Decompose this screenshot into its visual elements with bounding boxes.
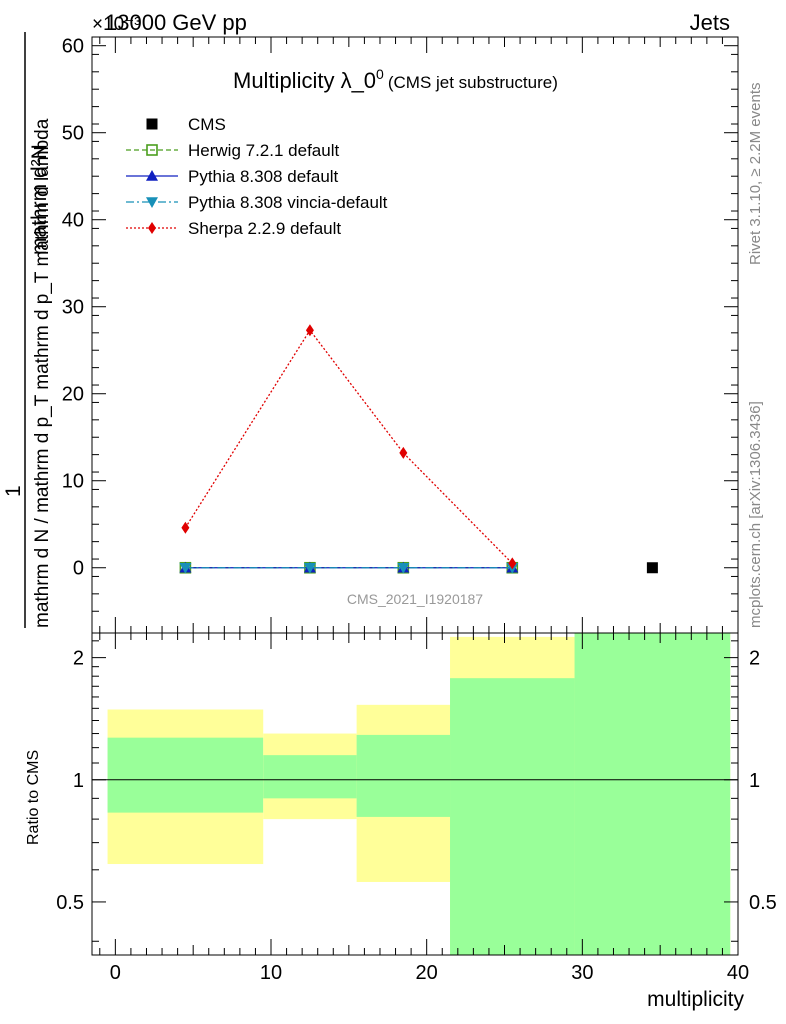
ratio-ytick-label-right: 1 bbox=[749, 770, 760, 792]
legend-entry: Pythia 8.308 vincia-default bbox=[126, 193, 388, 212]
legend-label: Herwig 7.2.1 default bbox=[188, 141, 339, 160]
ratio-frame bbox=[91, 632, 739, 956]
plot-title-main: Multiplicity λ_0 bbox=[233, 68, 376, 93]
header-energy: 13000 GeV pp bbox=[105, 10, 247, 35]
plot-title: Multiplicity λ_00 (CMS jet substructure) bbox=[233, 66, 558, 93]
ratio-plot-panel: 0.5 0.51 12 20 10 20 30 40 Ratio to CMS multipl… bbox=[25, 632, 777, 1011]
ratio-band-green bbox=[574, 633, 731, 955]
main-ytick-label: 10 bbox=[62, 471, 84, 493]
series-line bbox=[184, 329, 513, 564]
ratio-band-green bbox=[107, 737, 264, 813]
ratio-band-green bbox=[356, 734, 451, 817]
main-ytick-label: 30 bbox=[62, 297, 84, 319]
ylabel-numerator: mathrm d²N bbox=[28, 144, 51, 255]
data-point bbox=[646, 562, 658, 574]
legend-label: Pythia 8.308 vincia-default bbox=[188, 193, 388, 212]
legend: CMS Herwig 7.2.1 default Pythia 8.308 defa… bbox=[126, 115, 388, 238]
main-ytick-label: 20 bbox=[62, 384, 84, 406]
legend-marker bbox=[146, 197, 158, 208]
data-point bbox=[397, 562, 410, 574]
main-axis-ticks: 0 10 20 30 40 50 60 bbox=[62, 36, 739, 633]
main-ytick-label: 40 bbox=[62, 210, 84, 232]
ratio-ylabel: Ratio to CMS bbox=[25, 750, 42, 845]
ylabel-denominator: mathrm d N / mathrm d p_T mathrm d p_T m… bbox=[32, 118, 53, 628]
xtick-label: 0 bbox=[110, 962, 121, 984]
legend-entry: Herwig 7.2.1 default bbox=[126, 141, 339, 160]
ratio-band-green bbox=[263, 755, 357, 799]
data-point bbox=[181, 521, 190, 534]
ratio-ytick-label-right: 2 bbox=[749, 648, 760, 670]
xtick-label: 30 bbox=[571, 962, 593, 984]
plot-title-sup: 0 bbox=[376, 66, 384, 82]
main-series-group bbox=[179, 324, 658, 574]
ratio-band-green bbox=[450, 678, 575, 955]
plot-title-sub: (CMS jet substructure) bbox=[388, 73, 558, 92]
header-jets: Jets bbox=[690, 10, 730, 35]
ratio-ytick-label: 1 bbox=[73, 770, 84, 792]
mcplots-text: mcplots.cern.ch [arXiv:1306.3436] bbox=[747, 401, 764, 628]
xtick-label: 20 bbox=[416, 962, 438, 984]
rivet-version-text: Rivet 3.1.10, ≥ 2.2M events bbox=[747, 83, 764, 266]
main-ytick-label: 0 bbox=[73, 558, 84, 580]
main-ytick-label: 60 bbox=[62, 36, 84, 58]
legend-marker bbox=[146, 170, 158, 181]
legend-entry: Sherpa 2.2.9 default bbox=[126, 219, 341, 238]
series-sherpa-2-2-9-default bbox=[181, 324, 517, 570]
header-exponent: ×10⁻³ bbox=[92, 14, 141, 35]
main-ylabel: mathrm d²N 1 mathrm d N / mathrm d p_T m… bbox=[2, 32, 53, 628]
legend-label: CMS bbox=[188, 115, 226, 134]
data-point bbox=[399, 446, 408, 459]
legend-entry: Pythia 8.308 default bbox=[126, 167, 339, 186]
data-point bbox=[508, 557, 517, 570]
main-ytick-label: 50 bbox=[62, 123, 84, 145]
watermark: CMS_2021_I1920187 bbox=[347, 591, 483, 607]
legend-entry: CMS bbox=[146, 115, 226, 134]
ratio-ytick-label: 0.5 bbox=[56, 892, 84, 914]
data-point bbox=[303, 562, 316, 574]
ratio-ytick-label-right: 0.5 bbox=[749, 892, 777, 914]
ylabel-prefix: 1 bbox=[2, 485, 25, 497]
xtick-label: 40 bbox=[727, 962, 749, 984]
legend-marker bbox=[148, 222, 156, 234]
legend-label: Sherpa 2.2.9 default bbox=[188, 219, 341, 238]
data-point bbox=[305, 324, 314, 337]
legend-marker bbox=[146, 144, 158, 156]
xtick-label: 10 bbox=[260, 962, 282, 984]
data-point bbox=[179, 562, 192, 574]
ratio-xlabel: multiplicity bbox=[647, 988, 744, 1011]
legend-marker bbox=[146, 118, 158, 130]
series-cms bbox=[646, 562, 658, 574]
legend-label: Pythia 8.308 default bbox=[188, 167, 339, 186]
ratio-axis-ticks: 0.5 0.51 12 20 10 20 30 40 bbox=[56, 633, 777, 984]
ratio-bands bbox=[107, 633, 731, 955]
ratio-ytick-label: 2 bbox=[73, 648, 84, 670]
